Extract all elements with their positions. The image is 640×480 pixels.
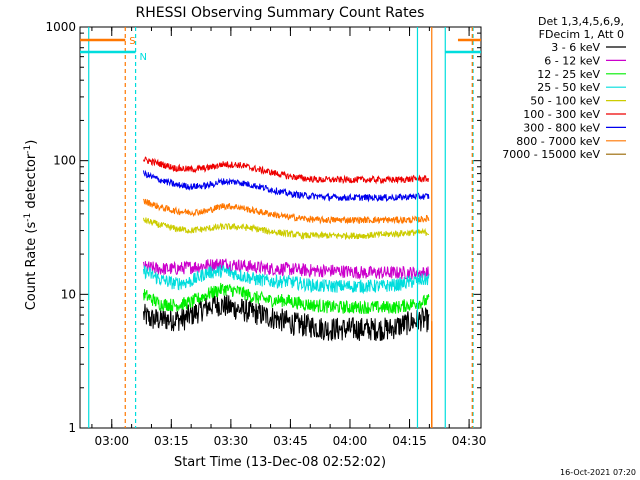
x-axis-label: Start Time (13-Dec-08 02:52:02)	[174, 455, 386, 470]
y-axis-label-mid: detector	[24, 153, 39, 213]
x-tick-label: 03:15	[154, 434, 189, 448]
series-line	[143, 169, 430, 203]
legend-label: 7000 - 15000 keV	[502, 148, 600, 161]
series-line	[143, 264, 430, 295]
series-6to12keV	[143, 258, 430, 280]
series-25to50keV	[143, 264, 430, 295]
legend-label: 50 - 100 keV	[530, 95, 600, 108]
plot-frame	[79, 26, 482, 429]
legend-label: 6 - 12 keV	[544, 54, 600, 67]
legend-label: 300 - 800 keV	[523, 121, 600, 134]
series-12to25keV	[143, 282, 430, 315]
series-line	[143, 282, 430, 315]
legend-label: 3 - 6 keV	[551, 41, 600, 54]
legend-label: 100 - 300 keV	[523, 108, 600, 121]
y-tick-label: 1000	[45, 20, 76, 34]
chart-title: RHESSI Observing Summary Count Rates	[136, 5, 425, 21]
series-line	[143, 293, 430, 342]
series-line	[143, 217, 430, 241]
x-tick-label: 04:00	[333, 434, 368, 448]
legend-label: 12 - 25 keV	[537, 68, 600, 81]
x-tick-label: 03:30	[214, 434, 249, 448]
x-tick-label: 04:30	[452, 434, 487, 448]
series-layer	[143, 156, 430, 342]
x-tick-label: 04:15	[392, 434, 427, 448]
y-axis-label-sup2: -1	[23, 145, 33, 154]
series-100to300keV	[143, 156, 430, 185]
y-axis-label: Count Rate (s-1 detector-1)	[23, 140, 39, 311]
series-300to800keV	[143, 169, 430, 203]
legend-label: 25 - 50 keV	[537, 81, 600, 94]
y-tick-label: 1	[68, 421, 76, 435]
series-800to7000keV	[143, 198, 430, 225]
series-50to100keV	[143, 217, 430, 241]
series-line	[143, 198, 430, 225]
legend-header-line: Det 1,3,4,5,6,9,	[538, 15, 624, 28]
saa-flag-label: S	[129, 36, 135, 47]
x-tick-label: 03:45	[273, 434, 308, 448]
legend: Det 1,3,4,5,6,9,FDecim 1, Att 03 - 6 keV…	[502, 15, 626, 161]
x-tick-label: 03:00	[94, 434, 129, 448]
y-axis-label-sup1: -1	[23, 213, 33, 222]
y-axis-label-end: )	[24, 140, 39, 145]
night-flag-label: N	[140, 52, 147, 63]
series-line	[143, 156, 430, 185]
footer-timestamp: 16-Oct-2021 07:20	[560, 468, 636, 477]
y-tick-label: 100	[53, 154, 76, 168]
axes: 1000 100 10 1 03:00 03:15 03:30 03:45 04:00 04:15…	[45, 20, 486, 448]
series-line	[143, 258, 430, 280]
legend-label: 800 - 7000 keV	[516, 135, 600, 148]
y-tick-label: 10	[61, 287, 76, 301]
series-3to6keV	[143, 293, 430, 342]
y-axis-label-main: Count Rate (s	[24, 222, 39, 311]
marker-layer: SN	[80, 27, 481, 428]
legend-header-line: FDecim 1, Att 0	[539, 28, 624, 41]
